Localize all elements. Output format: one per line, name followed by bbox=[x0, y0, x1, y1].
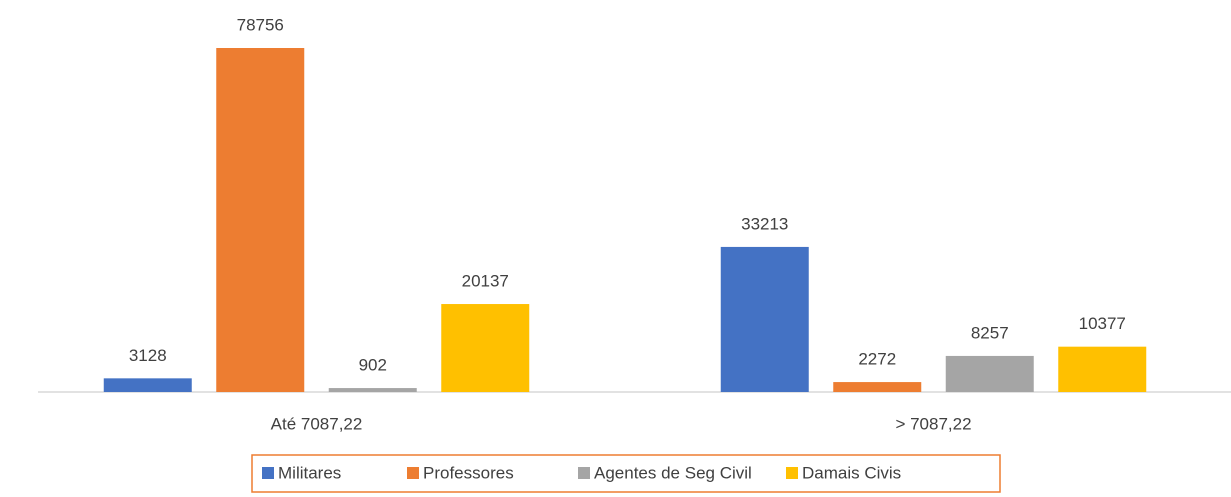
bar bbox=[216, 48, 305, 392]
data-label: 3128 bbox=[129, 346, 167, 365]
legend-swatch bbox=[407, 467, 419, 479]
bar bbox=[103, 378, 192, 392]
data-label: 2272 bbox=[858, 350, 896, 369]
bar bbox=[328, 388, 417, 392]
bar bbox=[720, 246, 809, 392]
legend-label: Militares bbox=[278, 463, 341, 482]
bar bbox=[945, 355, 1034, 392]
legend-swatch bbox=[262, 467, 274, 479]
legend-swatch bbox=[578, 467, 590, 479]
data-label: 10377 bbox=[1079, 314, 1126, 333]
bar bbox=[441, 304, 530, 392]
data-label: 20137 bbox=[462, 272, 509, 291]
data-label: 8257 bbox=[971, 323, 1009, 342]
data-label: 78756 bbox=[237, 15, 284, 34]
data-label: 902 bbox=[359, 356, 387, 375]
x-tick-label: > 7087,22 bbox=[895, 414, 971, 433]
legend-swatch bbox=[786, 467, 798, 479]
bar bbox=[833, 382, 922, 392]
legend-label: Agentes de Seg Civil bbox=[594, 463, 752, 482]
bar bbox=[1058, 346, 1147, 392]
legend-label: Damais Civis bbox=[802, 463, 901, 482]
legend-box bbox=[251, 454, 1001, 493]
data-label: 33213 bbox=[741, 214, 788, 233]
legend-label: Professores bbox=[423, 463, 514, 482]
x-tick-label: Até 7087,22 bbox=[271, 414, 363, 433]
